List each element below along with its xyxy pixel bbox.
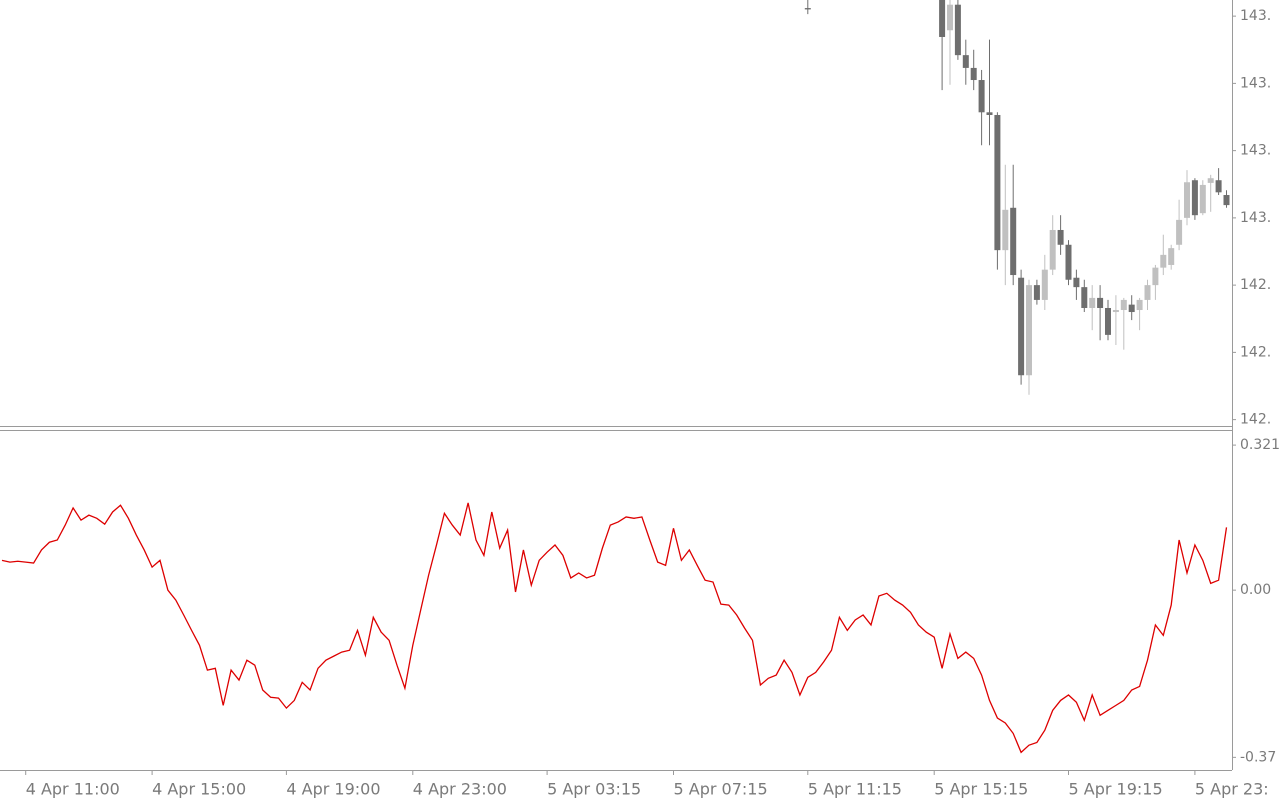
y-tick-label: 143. (1240, 210, 1271, 226)
candle-body (1041, 269, 1048, 300)
candle-body (1152, 267, 1159, 286)
candle-body (1128, 304, 1135, 313)
candle-body (954, 4, 961, 56)
candle-body (1223, 195, 1230, 206)
candle-body (1160, 254, 1167, 268)
y-tick-label: 142. (1240, 412, 1271, 428)
candle-body (1168, 248, 1175, 265)
candle-body (1184, 182, 1190, 218)
candle-body (1002, 209, 1009, 251)
y-tick-label: 0.00 (1240, 582, 1271, 598)
candle-body (1089, 297, 1096, 308)
candle-body (1176, 219, 1183, 245)
candle-body (1065, 244, 1072, 280)
time-label: 5 Apr 19:15 (1069, 780, 1163, 799)
candle-body (1057, 229, 1064, 245)
candle-body (994, 114, 1001, 251)
candle-body (939, 0, 946, 37)
candle-body (1073, 277, 1080, 288)
time-label: 4 Apr 15:00 (152, 780, 246, 799)
candle-body (1215, 180, 1222, 193)
indicator-line (1, 502, 1228, 754)
candle-body (1144, 285, 1151, 300)
y-tick-label: 143. (1240, 143, 1271, 159)
candle-body (962, 55, 969, 68)
time-label: 4 Apr 19:00 (286, 780, 380, 799)
candle-body (804, 8, 811, 10)
candle-body (1191, 180, 1198, 216)
y-tick-label: 142. (1240, 277, 1271, 293)
candle-body (1097, 297, 1104, 308)
y-tick-label: 142. (1240, 344, 1271, 360)
candle-body (970, 67, 977, 81)
candle-body (986, 112, 993, 115)
time-label: 5 Apr 07:15 (674, 780, 768, 799)
y-tick-label: -0.37 (1240, 749, 1276, 765)
time-label: 4 Apr 11:00 (26, 780, 120, 799)
candle-body (1199, 184, 1206, 214)
candle-body (1033, 285, 1040, 300)
candle-body (1081, 287, 1088, 308)
y-tick-label: 143. (1240, 8, 1271, 24)
time-label: 5 Apr 23: (1195, 780, 1269, 799)
candle-body (1207, 178, 1214, 183)
candle-body (978, 80, 985, 113)
y-tick-label: 0.321 (1240, 437, 1280, 453)
candle-body (947, 4, 953, 31)
candle-body (1049, 229, 1056, 270)
time-label: 4 Apr 23:00 (413, 780, 507, 799)
candle-body (1010, 207, 1017, 276)
candle-body (1120, 299, 1127, 311)
candle-body (1136, 299, 1143, 311)
candle-body (1018, 277, 1025, 376)
y-tick-label: 143. (1240, 75, 1271, 91)
time-label: 5 Apr 15:15 (934, 780, 1028, 799)
time-label: 5 Apr 03:15 (547, 780, 641, 799)
candle-body (1105, 307, 1111, 335)
candle-body (1112, 310, 1119, 313)
candle-body (1026, 285, 1032, 376)
time-label: 5 Apr 11:15 (808, 780, 902, 799)
